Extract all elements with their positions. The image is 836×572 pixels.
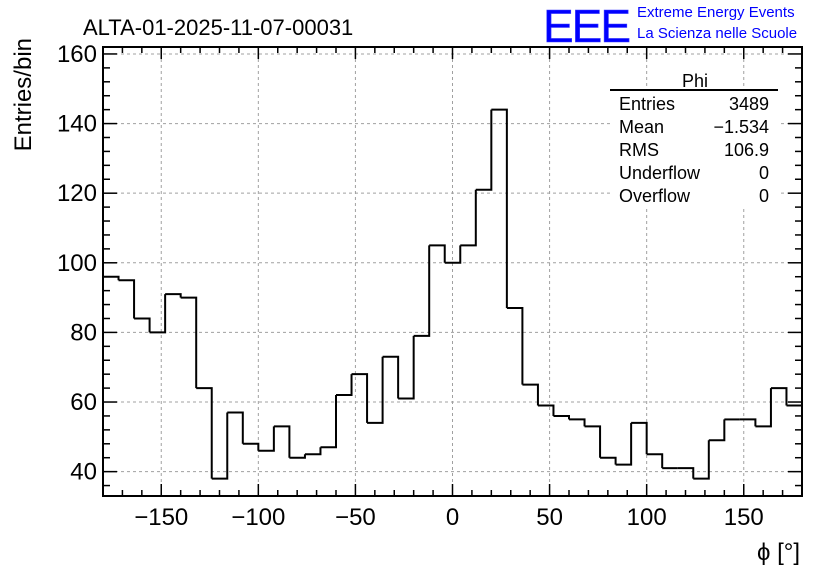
y-tick-label: 100 <box>57 250 97 277</box>
y-tick-label: 120 <box>57 180 97 207</box>
histogram-bin <box>367 356 384 424</box>
x-tick-label: 150 <box>724 504 764 531</box>
stats-value: 0 <box>759 163 769 183</box>
stats-value: 0 <box>759 186 769 206</box>
axis-ticks <box>103 47 802 496</box>
stats-value: 106.9 <box>724 140 769 160</box>
y-tick-label: 40 <box>70 459 97 486</box>
stats-label: RMS <box>619 140 659 160</box>
histogram-bin <box>537 404 555 416</box>
histogram-bin <box>242 442 260 451</box>
stats-value: −1.534 <box>713 117 769 137</box>
histogram-bin <box>165 293 182 298</box>
stats-value: 3489 <box>729 94 769 114</box>
histogram-bin <box>258 426 275 452</box>
histogram-bin <box>584 425 602 458</box>
y-tick-label: 60 <box>70 389 97 416</box>
histogram-bin <box>553 414 570 420</box>
stats-row-overflow: Overflow 0 <box>619 186 769 206</box>
stats-label: Overflow <box>619 186 691 206</box>
histogram-bin <box>227 411 244 444</box>
histogram-bin <box>118 279 136 319</box>
eee-logo-mark: EEE <box>543 0 629 52</box>
y-tick-label: 160 <box>57 41 97 68</box>
histogram-bin <box>336 374 353 397</box>
x-tick-label: −150 <box>134 504 188 531</box>
histogram-bin <box>739 418 757 427</box>
stats-row-rms: RMS 106.9 <box>619 140 769 160</box>
stats-label: Entries <box>619 94 675 114</box>
axis-tick-labels: −150 −100 −50 0 50 100 150 40 60 80 100 120 140 160 <box>57 41 764 531</box>
stats-row-entries: Entries 3489 <box>619 94 769 114</box>
x-tick-label: −50 <box>335 504 376 531</box>
histogram-bin <box>180 296 198 389</box>
histogram-bin <box>770 387 788 406</box>
histogram-bin <box>677 467 695 479</box>
x-tick-label: 50 <box>536 504 563 531</box>
histogram-bin <box>382 355 400 399</box>
logo-line-2: La Scienza nelle Scuole <box>637 25 797 42</box>
stats-label: Mean <box>619 117 664 137</box>
y-axis-label: Entries/bin <box>10 38 37 151</box>
histogram-bin <box>273 425 291 458</box>
histogram-bin <box>304 447 322 456</box>
stats-row-mean: Mean −1.534 <box>619 117 769 137</box>
histogram-bin <box>475 109 493 191</box>
histogram-bin <box>413 245 431 337</box>
y-tick-label: 140 <box>57 111 97 138</box>
histogram-bin <box>398 335 415 400</box>
histogram-bin <box>569 418 586 427</box>
histogram-bin <box>351 373 369 423</box>
histogram-bin <box>444 245 462 264</box>
histogram-bin <box>693 440 710 480</box>
x-tick-label: −100 <box>231 504 285 531</box>
histogram-bin <box>491 108 508 309</box>
x-tick-label: 100 <box>627 504 667 531</box>
histogram-bin <box>460 189 477 247</box>
histogram-bin <box>522 383 539 406</box>
histogram-bin <box>506 307 524 385</box>
histogram-bin <box>134 317 151 333</box>
stats-label: Underflow <box>619 163 701 183</box>
chart-title: ALTA-01-2025-11-07-00031 <box>83 15 353 40</box>
stats-box-background <box>610 88 778 206</box>
x-tick-label: 0 <box>446 504 459 531</box>
eee-logo: EEE Extreme Energy Events La Scienza nel… <box>543 0 797 52</box>
histogram-bin <box>631 421 648 455</box>
histogram-bin <box>149 294 167 334</box>
x-axis-label: ϕ [°] <box>757 539 800 566</box>
stats-row-underflow: Underflow 0 <box>619 163 769 183</box>
stats-box: Phi Entries 3489 Mean −1.534 RMS 106.9 U… <box>610 71 778 206</box>
histogram-bin <box>320 395 337 449</box>
histogram-bin <box>211 412 229 480</box>
y-tick-label: 80 <box>70 319 97 346</box>
histogram-bin <box>600 456 617 465</box>
histogram-bin <box>708 419 726 442</box>
histogram-bin <box>755 388 772 428</box>
stats-box-title: Phi <box>682 71 708 91</box>
histogram-bin <box>615 422 633 466</box>
histogram-bin <box>429 244 446 263</box>
histogram-bin <box>196 387 213 479</box>
logo-line-1: Extreme Energy Events <box>637 4 795 21</box>
histogram-bin <box>646 453 664 469</box>
histogram-bin <box>289 454 306 459</box>
histogram-bars <box>103 108 802 480</box>
